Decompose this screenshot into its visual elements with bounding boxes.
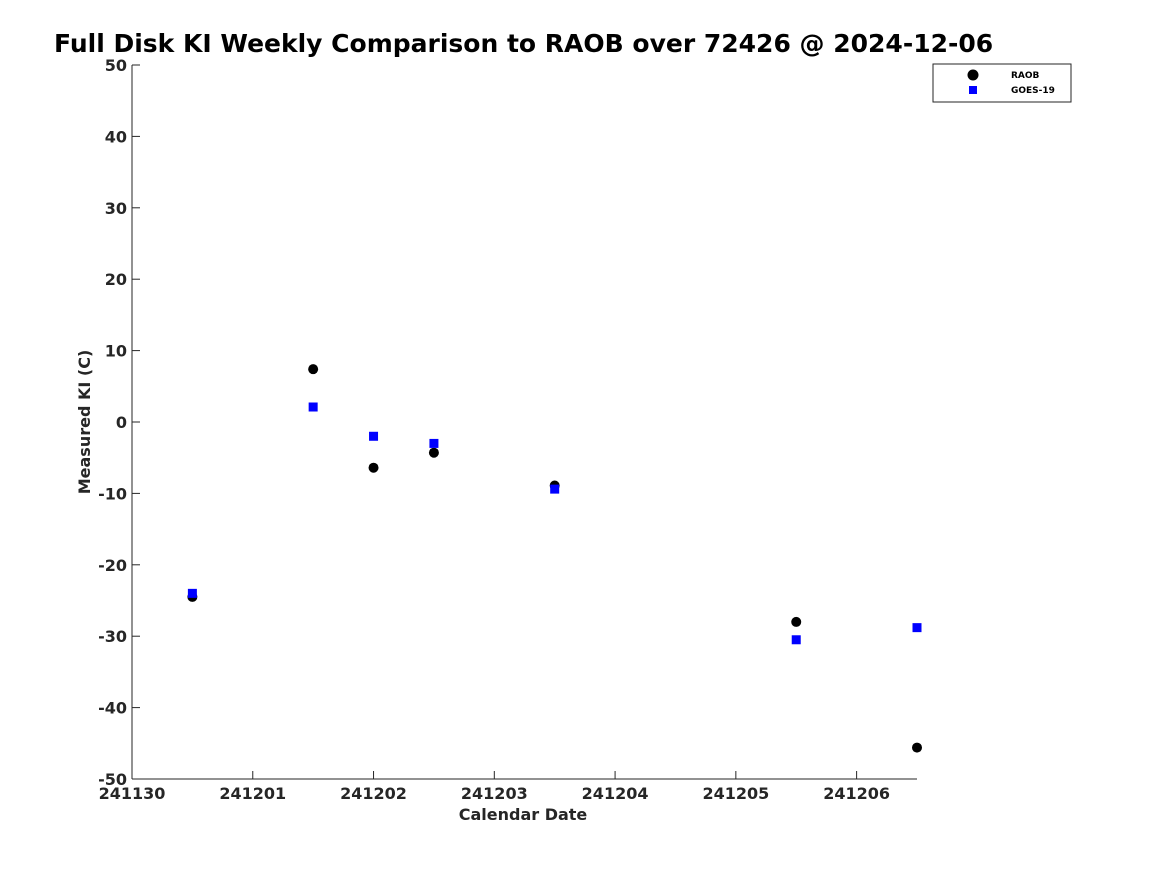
goes-point bbox=[912, 623, 922, 633]
y-tick-label: 10 bbox=[105, 342, 127, 361]
y-tick-label: 40 bbox=[105, 127, 127, 146]
y-tick-label: 0 bbox=[116, 413, 127, 432]
goes-point bbox=[308, 402, 318, 412]
goes-point bbox=[429, 438, 439, 448]
raob-point bbox=[791, 616, 802, 627]
goes-point bbox=[550, 484, 560, 494]
goes-point bbox=[369, 431, 379, 441]
legend-marker-goes bbox=[969, 86, 977, 94]
y-tick-label: -50 bbox=[98, 770, 127, 789]
y-tick-label: 50 bbox=[105, 56, 127, 75]
x-tick-label: 241204 bbox=[582, 784, 649, 803]
y-tick-label: -30 bbox=[98, 627, 127, 646]
goes-point bbox=[187, 588, 197, 598]
x-tick-label: 241203 bbox=[461, 784, 528, 803]
y-tick-label: 20 bbox=[105, 270, 127, 289]
y-tick-label: -20 bbox=[98, 556, 127, 575]
x-axis-label: Calendar Date bbox=[459, 805, 588, 824]
series-goes-19 bbox=[187, 402, 922, 645]
chart-title: Full Disk KI Weekly Comparison to RAOB o… bbox=[54, 29, 993, 58]
x-tick-label: 241205 bbox=[702, 784, 769, 803]
raob-point bbox=[368, 462, 379, 473]
x-tick-label: 241206 bbox=[823, 784, 890, 803]
series-raob bbox=[187, 364, 922, 753]
legend-marker-raob bbox=[967, 69, 979, 81]
goes-point bbox=[791, 635, 801, 645]
data-marks bbox=[187, 364, 922, 753]
legend-label: GOES-19 bbox=[1011, 86, 1055, 96]
y-tick-label: 30 bbox=[105, 199, 127, 218]
raob-point bbox=[308, 364, 319, 375]
x-tick-label: 241202 bbox=[340, 784, 407, 803]
x-tick-label: 241201 bbox=[219, 784, 286, 803]
legend: RAOB GOES-19 bbox=[932, 63, 1072, 103]
x-tick-label: 241130 bbox=[99, 784, 166, 803]
axes bbox=[131, 65, 917, 780]
y-axis-label: Measured KI (C) bbox=[75, 350, 94, 495]
y-tick-label: -10 bbox=[98, 484, 127, 503]
raob-point bbox=[428, 447, 439, 458]
legend-box bbox=[932, 63, 1072, 103]
y-tick-label: -40 bbox=[98, 699, 127, 718]
legend-label: RAOB bbox=[1011, 71, 1040, 81]
raob-point bbox=[912, 742, 922, 753]
